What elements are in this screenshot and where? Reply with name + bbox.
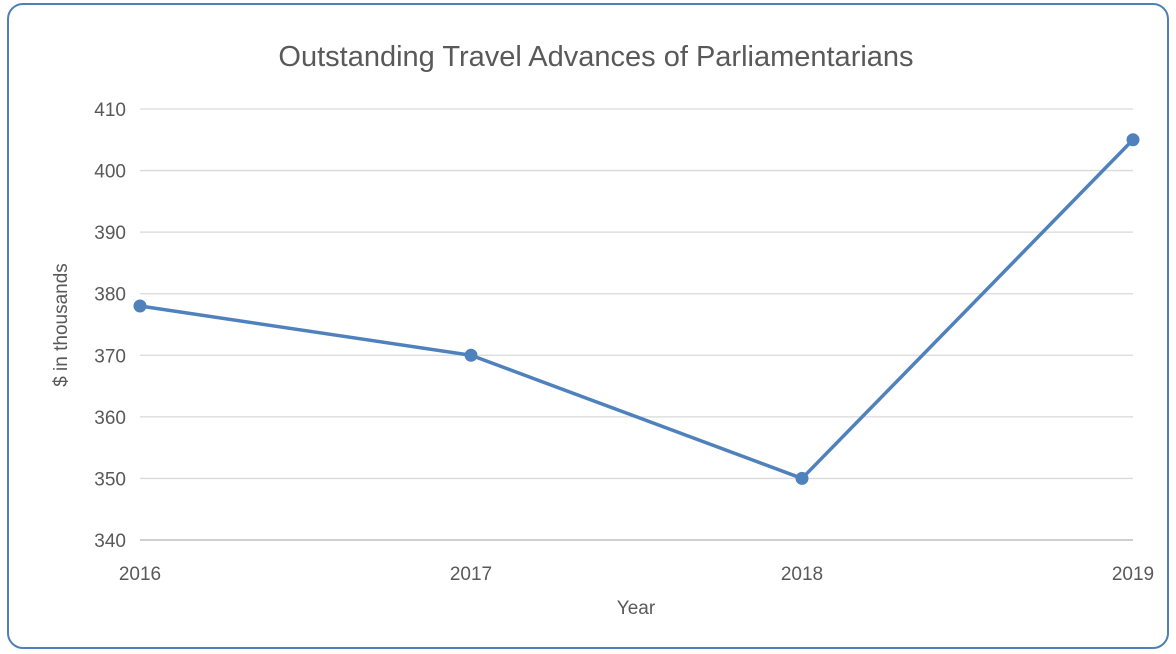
y-axis-label: $ in thousands [51, 263, 72, 387]
data-point-2019 [1126, 133, 1140, 147]
y-tick-label: 400 [94, 162, 126, 183]
y-tick-label: 360 [94, 408, 126, 429]
y-tick-label: 350 [94, 469, 126, 490]
y-tick-label: 380 [94, 285, 126, 306]
x-axis-label: Year [617, 598, 656, 619]
x-tick-label: 2016 [119, 564, 161, 585]
x-tick-label: 2018 [781, 564, 823, 585]
y-tick-label: 410 [94, 100, 126, 121]
data-point-2016 [133, 299, 147, 313]
y-axis-ticks: 340 350 360 370 380 390 400 410 [94, 100, 126, 552]
data-point-2017 [464, 348, 478, 362]
data-point-2018 [795, 471, 809, 485]
chart-title: Outstanding Travel Advances of Parliamen… [278, 41, 913, 73]
x-tick-label: 2019 [1112, 564, 1154, 585]
x-axis-ticks: 2016 2017 2018 2019 [119, 564, 1154, 585]
y-tick-label: 370 [94, 346, 126, 367]
gridlines [140, 108, 1133, 480]
y-tick-label: 340 [94, 531, 126, 552]
series-line [139, 138, 1135, 481]
y-tick-label: 390 [94, 223, 126, 244]
series-layer [133, 133, 1140, 485]
x-tick-label: 2017 [450, 564, 492, 585]
chart-frame [7, 3, 1169, 649]
